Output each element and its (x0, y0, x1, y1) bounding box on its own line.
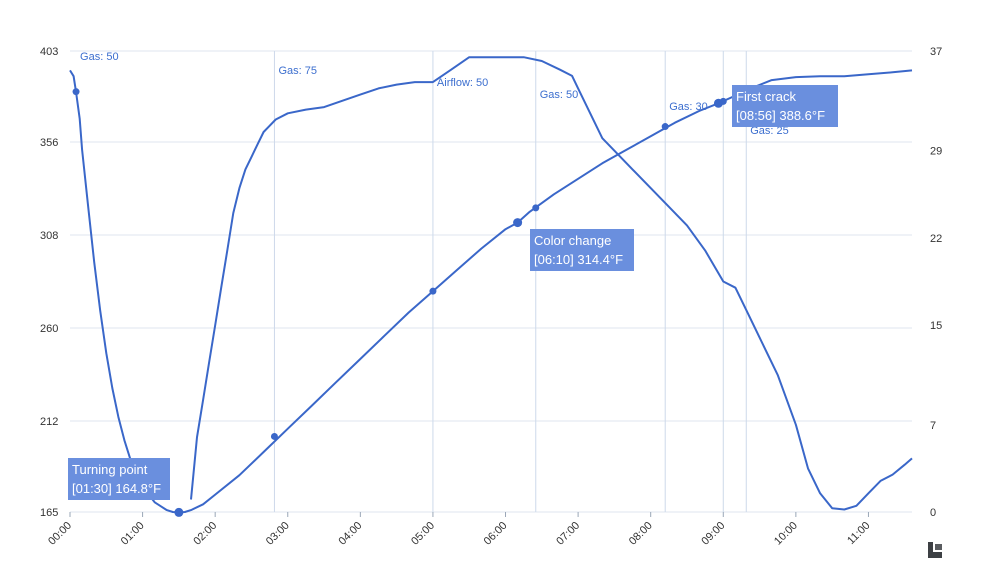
event-label: Gas: 50 (80, 51, 119, 63)
callout-title: Turning point (72, 462, 148, 477)
callout-1: Turning point [01:30] 164.8°F (68, 458, 170, 500)
x-tick-label: 07:00 (554, 520, 582, 548)
y-right-tick-label: 0 (930, 507, 936, 519)
y-left-tick-label: 212 (40, 416, 58, 428)
data-marker (661, 123, 669, 131)
data-marker (72, 88, 80, 96)
x-tick-label: 05:00 (409, 520, 437, 548)
callout-box (732, 85, 838, 127)
callout-value: [01:30] 164.8°F (72, 481, 161, 496)
data-marker (532, 204, 540, 212)
x-tick-label: 06:00 (482, 520, 510, 548)
y-left-tick-label: 260 (40, 323, 58, 335)
callout-title: First crack (736, 89, 796, 104)
x-tick-label: 01:00 (119, 520, 147, 548)
data-marker (429, 287, 437, 295)
event-label: Gas: 30 (669, 101, 708, 113)
x-tick-label: 00:00 (46, 520, 74, 548)
y-left-tick-label: 356 (40, 137, 58, 149)
callout-title: Color change (534, 233, 611, 248)
x-tick-label: 10:00 (772, 520, 800, 548)
callout-box (68, 458, 170, 500)
x-tick-label: 11:00 (845, 520, 872, 547)
x-tick-label: 09:00 (699, 520, 727, 548)
callout-value: [08:56] 388.6°F (736, 108, 825, 123)
y-right-tick-label: 37 (930, 46, 942, 58)
event-label: Gas: 50 (540, 89, 579, 101)
gas-level-line (190, 56, 913, 511)
y-right-tick-label: 29 (930, 146, 942, 158)
y-right-tick-label: 22 (930, 233, 942, 245)
x-tick-label: 08:00 (627, 520, 655, 548)
y-right-tick-label: 15 (930, 320, 942, 332)
callout-box (530, 229, 634, 271)
x-tick-label: 02:00 (191, 520, 219, 548)
y-left-tick-label: 403 (40, 46, 58, 58)
event-label: Gas: 75 (278, 65, 317, 77)
x-tick-label: 03:00 (264, 520, 292, 548)
x-tick-label: 04:00 (337, 520, 365, 548)
callout-2: Color change [06:10] 314.4°F (530, 229, 634, 271)
data-marker (513, 218, 523, 228)
y-right-tick-label: 7 (930, 420, 936, 432)
y-left-tick-label: 308 (40, 230, 58, 242)
callout-3: First crack [08:56] 388.6°F (732, 85, 838, 127)
callout-value: [06:10] 314.4°F (534, 252, 623, 267)
data-marker (719, 97, 727, 105)
data-marker (270, 432, 278, 440)
event-label: Gas: 25 (750, 125, 789, 137)
y-left-tick-label: 165 (40, 507, 58, 519)
data-marker (174, 507, 184, 517)
event-label: Airflow: 50 (437, 77, 488, 89)
brand-logo-icon (926, 541, 944, 559)
